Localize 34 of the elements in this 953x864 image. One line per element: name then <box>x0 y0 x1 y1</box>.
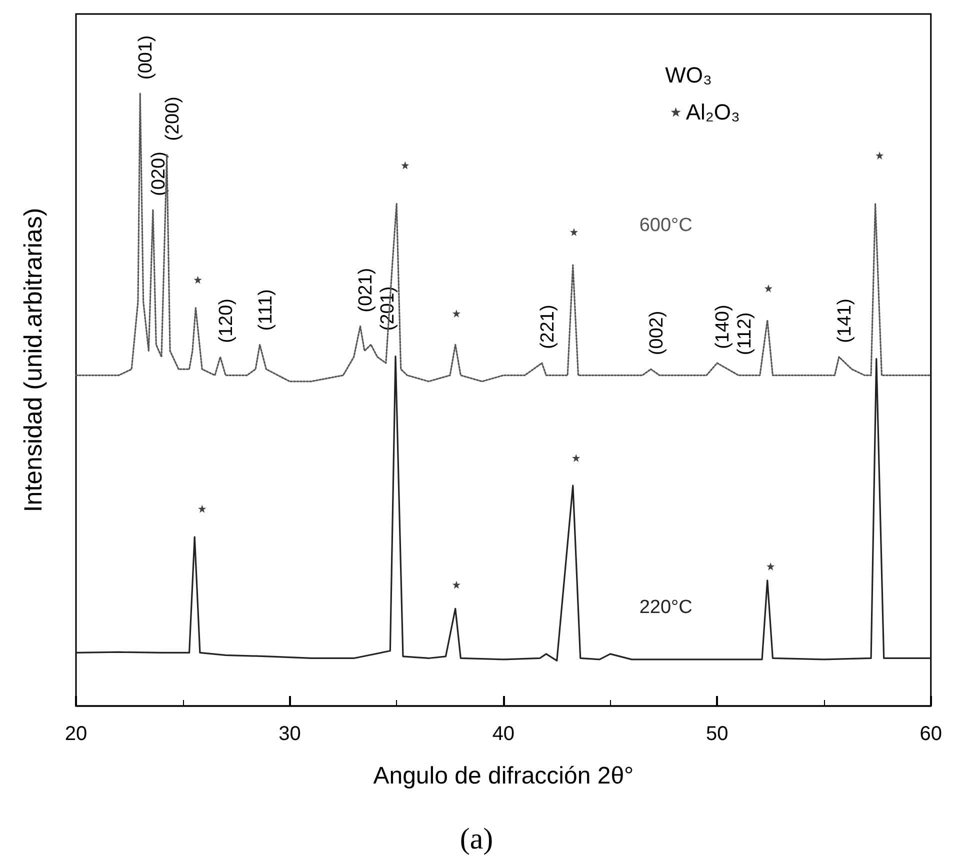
point <box>570 228 578 236</box>
point <box>572 454 580 462</box>
text: (a) <box>460 822 494 856</box>
annotation: (120) <box>216 298 237 343</box>
x-tick-label: 50 <box>706 723 728 745</box>
point <box>452 309 460 318</box>
point <box>401 161 410 170</box>
x-tick-label: 30 <box>278 723 301 745</box>
point <box>764 284 772 292</box>
annotation: (111) <box>255 289 276 331</box>
point <box>452 580 460 589</box>
x-tick-label: 20 <box>64 723 88 745</box>
point <box>766 562 775 570</box>
point <box>198 504 206 513</box>
annotation: (002) <box>646 310 668 356</box>
x-axis-title: Angulo de difracción 2θ° <box>373 762 634 790</box>
point <box>876 151 884 160</box>
annotation: (201) <box>378 286 399 331</box>
legend-title: WO₃ <box>665 62 712 88</box>
text: 220°C <box>639 597 692 618</box>
annotation: (141) <box>834 298 856 343</box>
y-axis-title: Intensidad (unid.arbitrarias) <box>20 208 48 512</box>
x-tick-label: 60 <box>920 723 942 745</box>
x-tick-label: 40 <box>492 723 515 745</box>
annotation: (020) <box>148 152 170 196</box>
annotation: (200) <box>162 96 184 141</box>
legend-label: Al₂O₃ <box>686 100 740 124</box>
annotation: (001) <box>136 35 157 80</box>
point <box>194 276 202 284</box>
annotation: (221) <box>537 304 558 350</box>
annotation: (112) <box>734 312 756 356</box>
annotation: (140) <box>712 304 734 350</box>
text: 600°C <box>639 214 692 236</box>
annotation: (021) <box>356 268 377 312</box>
